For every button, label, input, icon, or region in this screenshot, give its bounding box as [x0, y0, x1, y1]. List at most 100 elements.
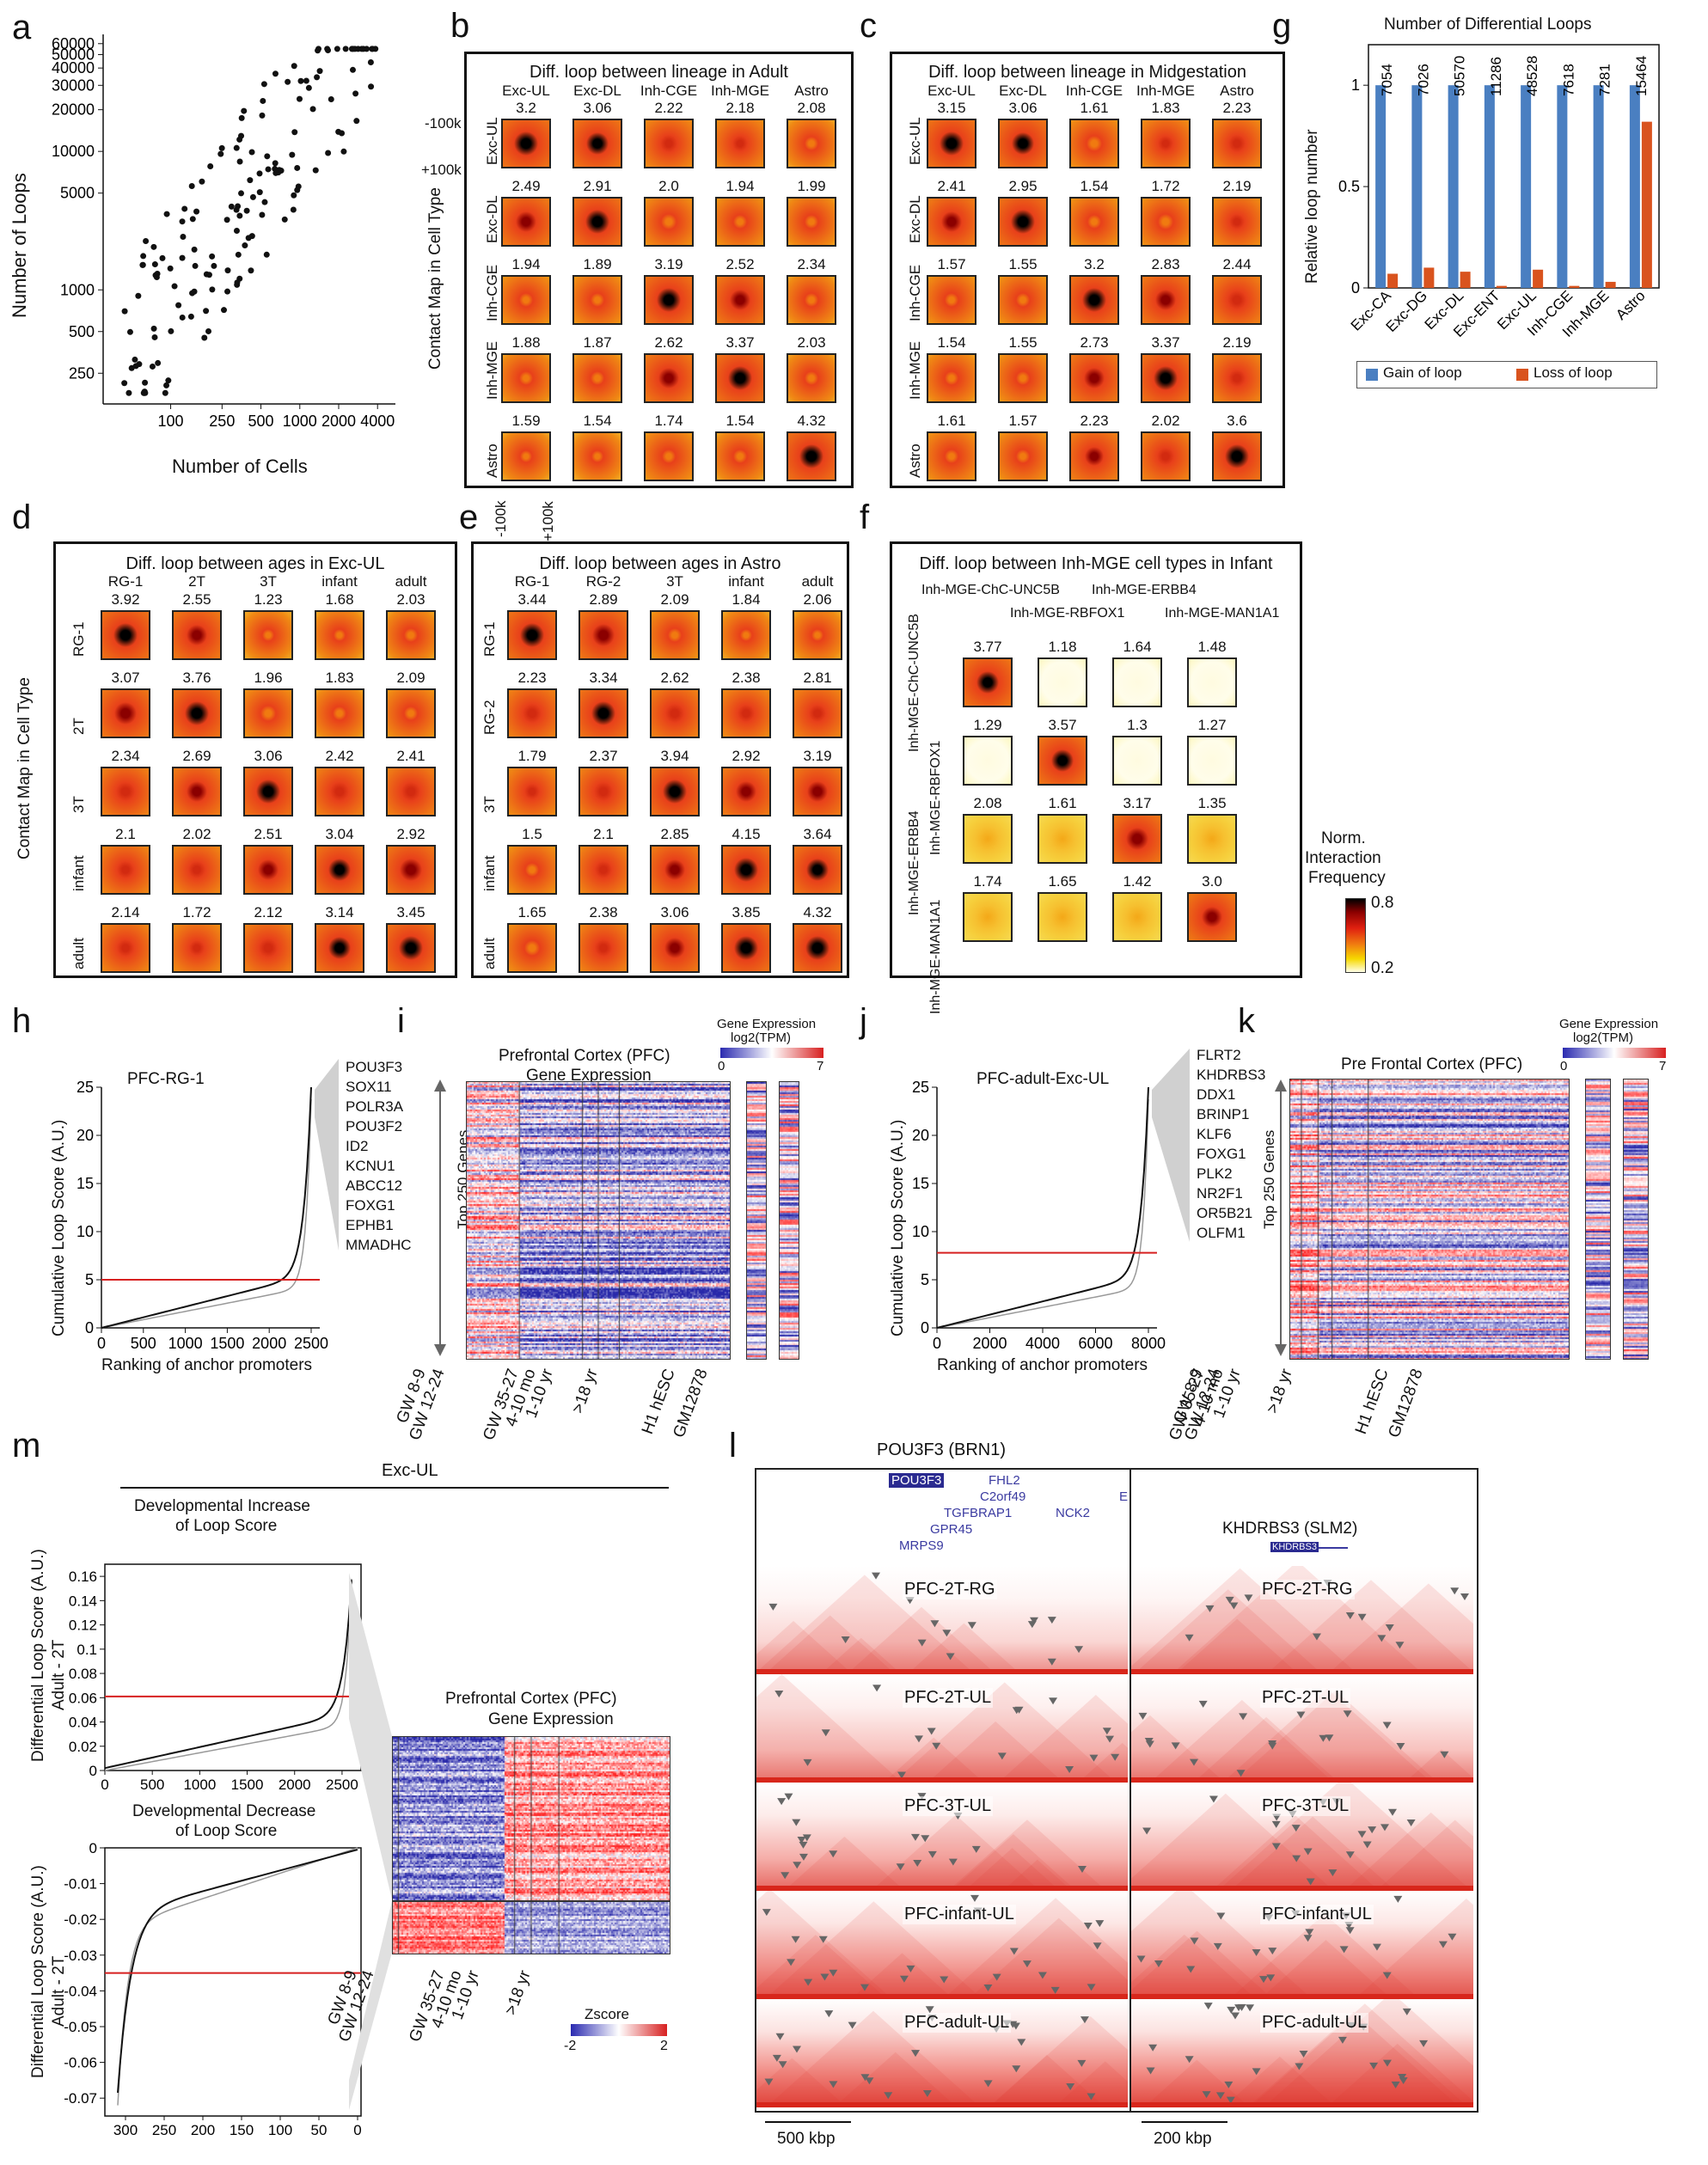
panel-m-top-title-1: Developmental Increase — [134, 1497, 310, 1515]
panel-i-expression-heatmap — [466, 1081, 731, 1360]
panel_d-contact-cell — [386, 845, 436, 895]
loop-arrowhead — [1438, 1941, 1448, 1948]
panel_f-cell-value: 1.42 — [1123, 873, 1152, 890]
scatter-point — [303, 77, 309, 84]
loop-arrowhead — [1074, 1646, 1084, 1654]
scatter-point — [295, 183, 302, 190]
loop-arrowhead — [787, 1959, 796, 1966]
scatter-point — [350, 46, 357, 52]
loop-arrowhead — [1328, 1869, 1338, 1877]
loop-arrowhead — [1296, 1711, 1306, 1719]
panel-m-top-ytick: 0.02 — [69, 1739, 97, 1755]
panel-m-header-rule — [120, 1487, 669, 1489]
loop-arrowhead — [1268, 1948, 1277, 1955]
panel_b-contact-cell — [501, 275, 551, 325]
loop-arrowhead — [1154, 1960, 1163, 1967]
gene-name: FOXG1 — [1197, 1146, 1246, 1162]
minus-100k-label: -100k — [425, 115, 462, 131]
panel_e-cell-value: 3.94 — [660, 748, 689, 764]
panel_b-cell-value: 2.52 — [725, 256, 755, 272]
panel_b-contact-cell — [501, 353, 551, 403]
panel-m-bot-ytick: -0.05 — [64, 2019, 97, 2035]
panel-g-legend: Gain of loop Loss of loop — [1356, 361, 1657, 388]
panel-h-ytick: 5 — [85, 1271, 94, 1288]
panel_e-cell-value: 3.19 — [803, 748, 832, 764]
scatter-point — [188, 183, 195, 190]
loop-arrowhead — [1391, 2081, 1400, 2089]
loop-arrowhead — [1406, 1819, 1416, 1827]
panel-j-xtick: 8000 — [1131, 1335, 1166, 1352]
loop-arrowhead — [791, 1936, 800, 1943]
scatter-point — [353, 118, 360, 125]
panel_e-cell-value: 2.38 — [589, 904, 618, 920]
loop-arrowhead — [913, 1859, 922, 1867]
panel_f-cell-value: 1.48 — [1197, 639, 1227, 655]
panel_c-cell-value: 2.44 — [1222, 256, 1252, 272]
loop-arrowhead — [971, 1845, 981, 1853]
loop-arrowhead — [1095, 1920, 1105, 1928]
panel_d-contact-cell — [101, 923, 150, 973]
loop-arrowhead — [821, 1729, 830, 1737]
scatter-point — [235, 251, 242, 258]
panel_b-contact-cell — [644, 431, 694, 481]
panel_d-cell-value: 2.55 — [182, 591, 211, 608]
scatter-point — [305, 84, 312, 91]
scatter-point — [128, 364, 135, 371]
loop-arrowhead — [1357, 1613, 1367, 1621]
loop-arrowhead — [1213, 1942, 1222, 1950]
colorbar-title-1: Norm. — [1321, 829, 1366, 847]
panel_f-cell-value: 1.29 — [973, 717, 1002, 733]
panel-a-xtick: 2000 — [321, 413, 356, 430]
panel-label-h: h — [12, 1002, 32, 1040]
differential-loops-bar-chart: 00.51Exc-CA7054Exc-DG7026Exc-DL50570Exc-… — [1338, 44, 1660, 340]
loop-arrowhead — [1038, 1972, 1047, 1979]
panel-m-bot-ytick: 0 — [89, 1840, 97, 1856]
panel_b-cell-value: 3.37 — [725, 334, 755, 351]
panel_d-cell-value: 2.1 — [115, 826, 136, 842]
panel_b-cell-value: 1.94 — [725, 178, 755, 194]
gene-name: POLR3A — [346, 1098, 404, 1115]
scatter-point — [278, 168, 285, 174]
loop-arrowhead — [983, 2080, 993, 2088]
panel_d-cell-value: 2.02 — [182, 826, 211, 842]
hic-row-label: PFC-adult-UL — [1260, 2013, 1369, 2033]
scatter-point — [325, 150, 332, 156]
scatter-point — [238, 190, 245, 197]
panel_e-contact-cell — [579, 688, 628, 738]
scatter-point — [291, 192, 297, 199]
scatter-point — [175, 302, 182, 309]
panel_d-contact-cell — [172, 767, 222, 816]
loop-arrowhead — [1102, 1728, 1111, 1735]
panel_f-contact-cell — [963, 814, 1013, 864]
hic-row-label: PFC-3T-UL — [1260, 1796, 1351, 1816]
hic-contact-map: PFC-infant-UL — [1131, 1891, 1473, 1999]
panel-m-bot-xtick: 100 — [268, 2122, 292, 2138]
panel_c-contact-cell — [1141, 353, 1191, 403]
loop-arrowhead — [1224, 2081, 1234, 2089]
panel_e-contact-cell — [507, 845, 557, 895]
panel_e-contact-cell — [507, 688, 557, 738]
panel_e-cell-value: 3.44 — [517, 591, 547, 608]
loop-arrowhead — [911, 2050, 921, 2058]
panel-g-title: Number of Differential Loops — [1384, 15, 1592, 34]
loop-arrowhead — [860, 1984, 869, 1991]
panel-h-xtick: 2000 — [252, 1335, 286, 1352]
loop-arrowhead — [927, 1728, 936, 1735]
panel_b-contact-cell — [644, 197, 694, 247]
panel-m-top-xtick: 0 — [101, 1777, 108, 1793]
loop-arrowhead — [992, 1973, 1001, 1981]
panel_e-contact-cell — [721, 688, 771, 738]
gene-name: PLK2 — [1197, 1165, 1233, 1182]
panel_c-col-label: Astro — [1220, 83, 1254, 99]
loop-arrowhead — [1372, 1943, 1381, 1951]
panel_c-contact-cell — [1141, 119, 1191, 168]
panel_e-cell-value: 4.32 — [803, 904, 832, 920]
gene-label: TGFBRAP1 — [944, 1506, 1013, 1520]
hic-contact-map: PFC-infant-UL — [756, 1891, 1128, 1999]
panel_f-contact-cell — [1038, 892, 1087, 942]
loop-arrowhead — [1089, 1754, 1099, 1762]
panel_e-col-label: RG-1 — [514, 573, 550, 590]
gene-name: OLFM1 — [1197, 1225, 1246, 1241]
panel_f-cell-value: 1.27 — [1197, 717, 1227, 733]
